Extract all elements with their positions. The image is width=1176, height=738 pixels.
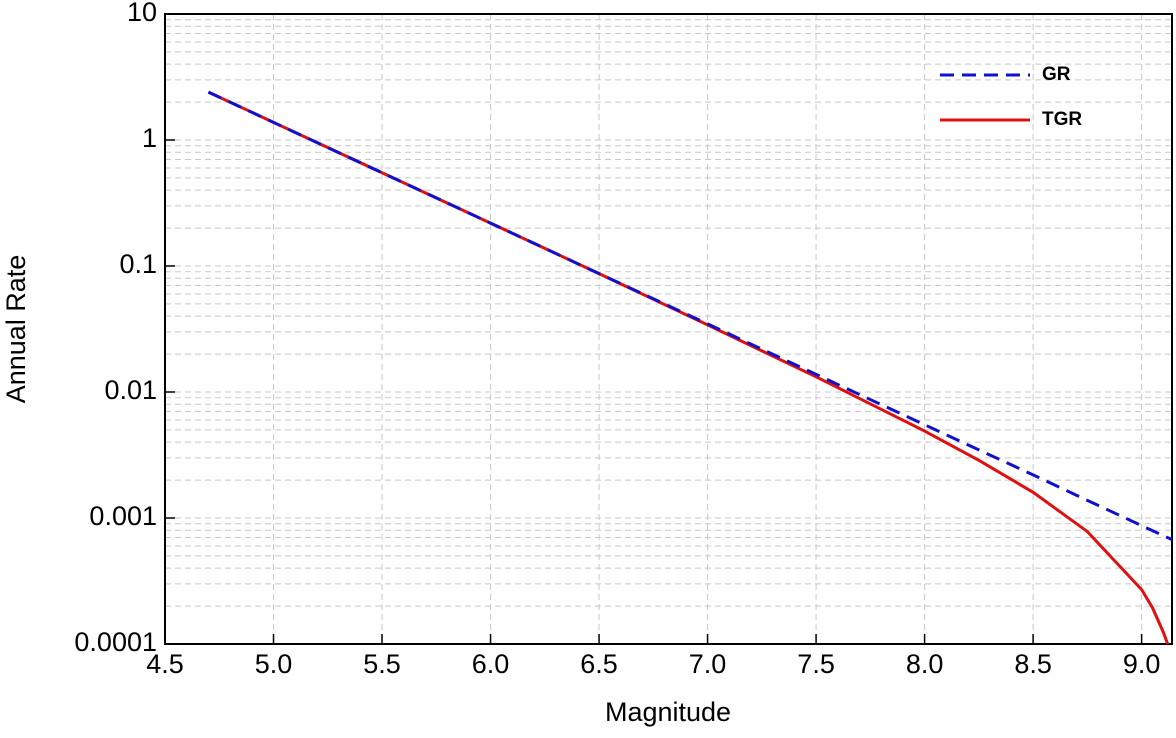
line-series bbox=[207, 90, 1173, 542]
x-tick-label: 6.5 bbox=[580, 649, 618, 679]
x-tick-label: 6.0 bbox=[472, 649, 510, 679]
y-tick-label: 1 bbox=[142, 123, 157, 153]
y-tick-label: 0.1 bbox=[119, 249, 157, 279]
y-tick-label: 0.01 bbox=[104, 375, 157, 405]
x-tick-label: 5.0 bbox=[255, 649, 293, 679]
x-axis-label: Magnitude bbox=[605, 697, 731, 727]
x-tick-label: 5.5 bbox=[363, 649, 401, 679]
x-tick-label: 8.5 bbox=[1014, 649, 1052, 679]
y-tick-label: 10 bbox=[127, 0, 157, 27]
plot-frame bbox=[164, 13, 1173, 645]
y-tick-label: 0.001 bbox=[89, 501, 157, 531]
legend-label: GR bbox=[1042, 64, 1071, 85]
y-axis-label: Annual Rate bbox=[1, 255, 31, 404]
x-tick-label: 9.0 bbox=[1123, 649, 1161, 679]
legend-label: TGR bbox=[1042, 109, 1082, 130]
x-tick-label: 7.5 bbox=[797, 649, 835, 679]
line-series bbox=[207, 90, 1170, 645]
x-tick-label: 4.5 bbox=[146, 649, 184, 679]
x-tick-label: 7.0 bbox=[689, 649, 727, 679]
y-tick-label: 0.0001 bbox=[74, 627, 157, 657]
x-tick-label: 8.0 bbox=[906, 649, 944, 679]
